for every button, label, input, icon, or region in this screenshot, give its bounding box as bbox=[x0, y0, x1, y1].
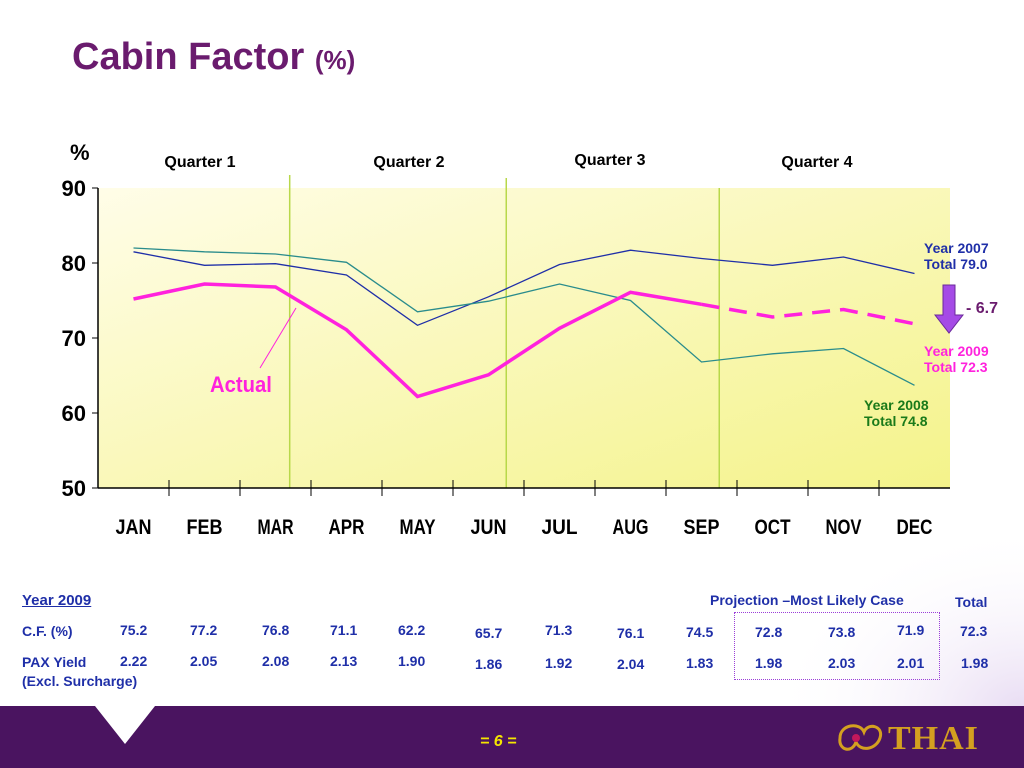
projection-box bbox=[734, 612, 940, 680]
cf-value-cell: 74.5 bbox=[686, 624, 714, 640]
year-2007-label: Year 2007 Total 79.0 bbox=[924, 240, 989, 272]
pax-value-cell: 2.13 bbox=[330, 653, 358, 669]
x-tick-label: SEP bbox=[684, 516, 720, 539]
pax-value-cell: 2.03 bbox=[828, 655, 856, 671]
x-tick-label: APR bbox=[329, 516, 365, 539]
y-tick-label: 70 bbox=[62, 326, 86, 351]
cf-value-cell: 76.1 bbox=[617, 625, 645, 641]
pax-value-cell: 2.08 bbox=[262, 653, 290, 669]
cf-value-cell: 75.2 bbox=[120, 622, 148, 638]
pax-value-cell: 2.04 bbox=[617, 656, 645, 672]
projection-label: Projection –Most Likely Case bbox=[710, 592, 904, 608]
quarter-label: Quarter 1 bbox=[164, 154, 235, 171]
cf-value-cell: 76.8 bbox=[262, 622, 290, 638]
thai-logo-text: THAI bbox=[888, 720, 979, 757]
pax-value-cell: 1.92 bbox=[545, 655, 573, 671]
y-tick-label: 80 bbox=[62, 251, 86, 276]
x-tick-label: JAN bbox=[116, 516, 152, 539]
footer-bar bbox=[0, 706, 1024, 768]
x-tick-label: AUG bbox=[613, 516, 649, 539]
series-line bbox=[133, 247, 915, 386]
pax-value-cell: 2.01 bbox=[897, 655, 925, 671]
page-title: Cabin Factor (%) bbox=[72, 36, 356, 78]
pax-value-cell: 1.83 bbox=[686, 655, 714, 671]
table-year-label: Year 2009 bbox=[22, 592, 92, 609]
year-2008-label: Year 2008 Total 74.8 bbox=[864, 397, 929, 429]
pax-value-cell: 2.22 bbox=[120, 653, 148, 669]
x-tick-label: NOV bbox=[826, 516, 862, 539]
total-header: Total bbox=[955, 594, 988, 610]
cf-value-cell: 77.2 bbox=[190, 622, 218, 638]
quarter-label: Quarter 4 bbox=[781, 154, 852, 171]
pax-value-cell: 2.05 bbox=[190, 653, 218, 669]
cf-value-cell: 72.8 bbox=[755, 624, 783, 640]
x-tick-label: DEC bbox=[897, 516, 933, 539]
decline-arrow-icon bbox=[933, 284, 965, 334]
actual-label: Actual bbox=[210, 373, 272, 397]
series-lines bbox=[133, 247, 915, 399]
pax-row-sublabel: (Excl. Surcharge) bbox=[22, 673, 138, 689]
series-line-actual bbox=[133, 282, 702, 399]
x-tick-label: OCT bbox=[755, 516, 791, 539]
actual-pointer bbox=[259, 307, 297, 369]
x-tick-label: JUN bbox=[471, 516, 507, 539]
pax-total-cell: 1.98 bbox=[961, 655, 989, 671]
page-number: = 6 = bbox=[480, 733, 517, 750]
quarter-labels: Quarter 1 Quarter 2 Quarter 3 Quarter 4 bbox=[164, 152, 852, 171]
x-tick-label: MAY bbox=[400, 516, 436, 539]
pax-value-cell: 1.98 bbox=[755, 655, 783, 671]
cf-value-cell: 71.9 bbox=[897, 622, 925, 638]
x-tick-label: JUL bbox=[542, 516, 578, 539]
x-tick-label: FEB bbox=[187, 516, 223, 539]
cf-row-label: C.F. (%) bbox=[22, 623, 73, 639]
plot-area bbox=[98, 188, 950, 488]
cf-value-cell: 62.2 bbox=[398, 622, 426, 638]
cf-value-cell: 65.7 bbox=[475, 625, 503, 641]
y-axis-unit: % bbox=[70, 140, 90, 165]
y-tick-label: 50 bbox=[62, 476, 86, 501]
pax-value-cell: 1.86 bbox=[475, 656, 503, 672]
cf-value-cell: 73.8 bbox=[828, 624, 856, 640]
quarter-label: Quarter 3 bbox=[574, 152, 645, 169]
y-axis-ticks: 90 80 70 60 50 bbox=[62, 176, 98, 501]
y-tick-label: 60 bbox=[62, 401, 86, 426]
difference-label: - 6.7 bbox=[966, 300, 999, 317]
cf-value-cell: 71.1 bbox=[330, 622, 358, 638]
series-line-projection bbox=[701, 302, 915, 326]
quarter-dividers bbox=[288, 175, 720, 488]
x-tick-label: MAR bbox=[258, 516, 294, 539]
line-chart: 90 80 70 60 50 JAN FEB MAR APR MAY JUN JUL AUG SEP OC… bbox=[62, 140, 965, 539]
pax-value-cell: 1.90 bbox=[398, 653, 426, 669]
cf-value-cell: 71.3 bbox=[545, 622, 573, 638]
year-2009-label: Year 2009 Total 72.3 bbox=[924, 343, 989, 375]
thai-logo-icon bbox=[838, 724, 883, 751]
x-axis-ticks: JAN FEB MAR APR MAY JUN JUL AUG SEP OCT NOV DEC bbox=[116, 480, 933, 539]
cf-total-cell: 72.3 bbox=[960, 623, 988, 639]
quarter-label: Quarter 2 bbox=[373, 154, 444, 171]
y-tick-label: 90 bbox=[62, 176, 86, 201]
series-line bbox=[133, 249, 915, 327]
pax-row-label: PAX Yield bbox=[22, 654, 87, 670]
